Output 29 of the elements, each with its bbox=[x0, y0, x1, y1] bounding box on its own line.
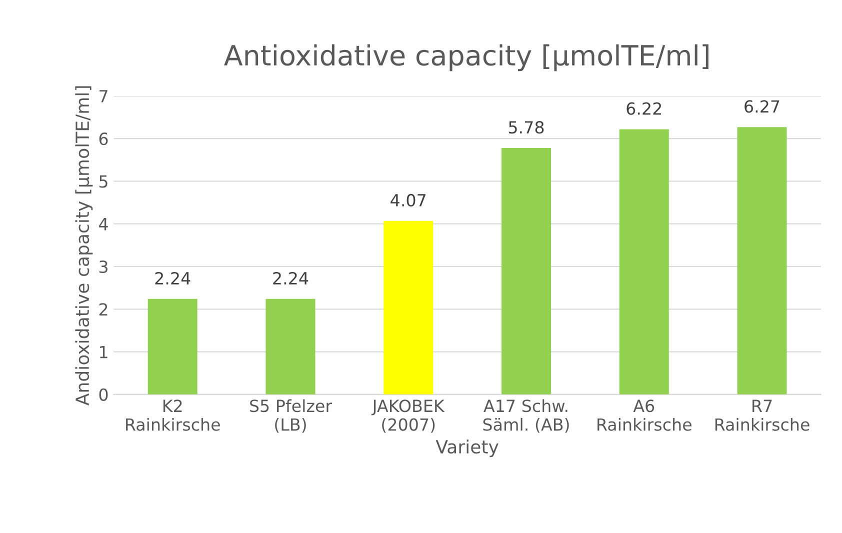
data-label: 6.27 bbox=[744, 100, 780, 113]
x-tick-label: R7 Rainkirsche bbox=[715, 400, 810, 431]
data-label: 2.24 bbox=[155, 272, 190, 284]
bar bbox=[266, 298, 316, 394]
x-tick-label: A17 Schw. Säml. (AB) bbox=[483, 399, 569, 433]
y-tick-label: 6 bbox=[99, 132, 108, 146]
y-tick-label: 0 bbox=[99, 388, 108, 401]
x-tick-label: A6 Rainkirsche bbox=[598, 400, 692, 431]
x-axis-title: Variety bbox=[436, 440, 498, 458]
y-tick-label: 7 bbox=[100, 90, 108, 102]
bar bbox=[384, 220, 434, 394]
x-tick-label: JAKOBEK (2007) bbox=[371, 400, 445, 433]
data-label: 5.78 bbox=[508, 121, 544, 134]
y-axis-title: Andioxidative capacity [µmolTE/ml] bbox=[75, 86, 93, 406]
y-tick-label: 5 bbox=[99, 175, 108, 188]
bar bbox=[619, 129, 669, 394]
data-label: 4.07 bbox=[390, 194, 426, 207]
y-tick-label: 1 bbox=[100, 346, 108, 358]
chart-title: Antioxidative capacity [µmolTE/ml] bbox=[224, 44, 708, 72]
y-tick-label: 4 bbox=[99, 218, 108, 230]
bar bbox=[148, 298, 198, 394]
bar bbox=[501, 148, 552, 394]
x-tick-label: K2 Rainkirsche bbox=[126, 400, 220, 431]
y-tick-label: 3 bbox=[99, 260, 108, 274]
data-label: 6.22 bbox=[626, 102, 662, 115]
x-tick-label: S5 Pfelzer (LB) bbox=[250, 399, 332, 433]
bar bbox=[737, 127, 787, 394]
data-label: 2.24 bbox=[273, 272, 308, 284]
y-tick-label: 2 bbox=[99, 303, 108, 316]
